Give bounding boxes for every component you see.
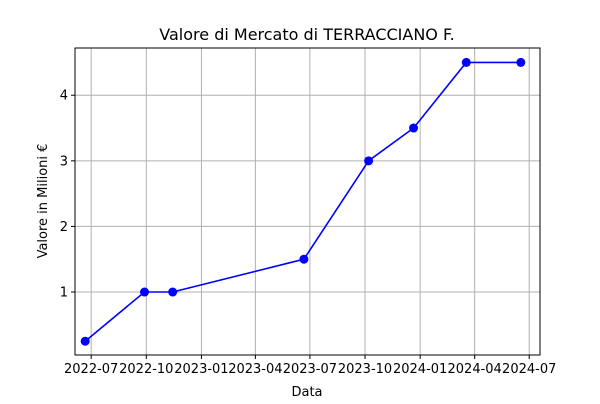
y-axis-label: Valore in Milioni €: [36, 144, 51, 259]
data-point: [80, 336, 90, 346]
x-tick-label: 2022-10: [119, 362, 173, 377]
data-point: [409, 123, 419, 133]
y-tick-label: 3: [60, 154, 68, 169]
x-tick-label: 2024-07: [502, 362, 556, 377]
x-tick-label: 2023-07: [283, 362, 337, 377]
x-tick-label: 2023-04: [228, 362, 282, 377]
x-tick-label: 2024-01: [393, 362, 447, 377]
chart-title: Valore di Mercato di TERRACCIANO F.: [159, 25, 454, 44]
series-line: [84, 61, 521, 342]
data-point: [461, 57, 471, 67]
x-tick-label: 2022-07: [64, 362, 118, 377]
x-tick-label: 2023-10: [338, 362, 392, 377]
x-tick-label: 2024-04: [448, 362, 502, 377]
grid: [75, 48, 540, 355]
y-tick-label: 2: [60, 220, 68, 235]
plot-frame: [74, 47, 541, 356]
data-point: [168, 287, 178, 297]
y-tick-label: 4: [60, 89, 68, 104]
data-point: [299, 254, 309, 264]
x-axis-label: Data: [291, 385, 322, 400]
x-tick-label: 2023-01: [174, 362, 228, 377]
series-layer: [80, 57, 526, 346]
y-axis: 1 2 3 4: [60, 89, 75, 301]
data-point: [140, 287, 150, 297]
data-point: [364, 156, 374, 166]
x-axis: 2022-07 2022-10 2023-01 2023-04 2023-07 2023-…: [64, 355, 556, 377]
data-point: [516, 57, 526, 67]
y-tick-label: 1: [60, 286, 68, 301]
